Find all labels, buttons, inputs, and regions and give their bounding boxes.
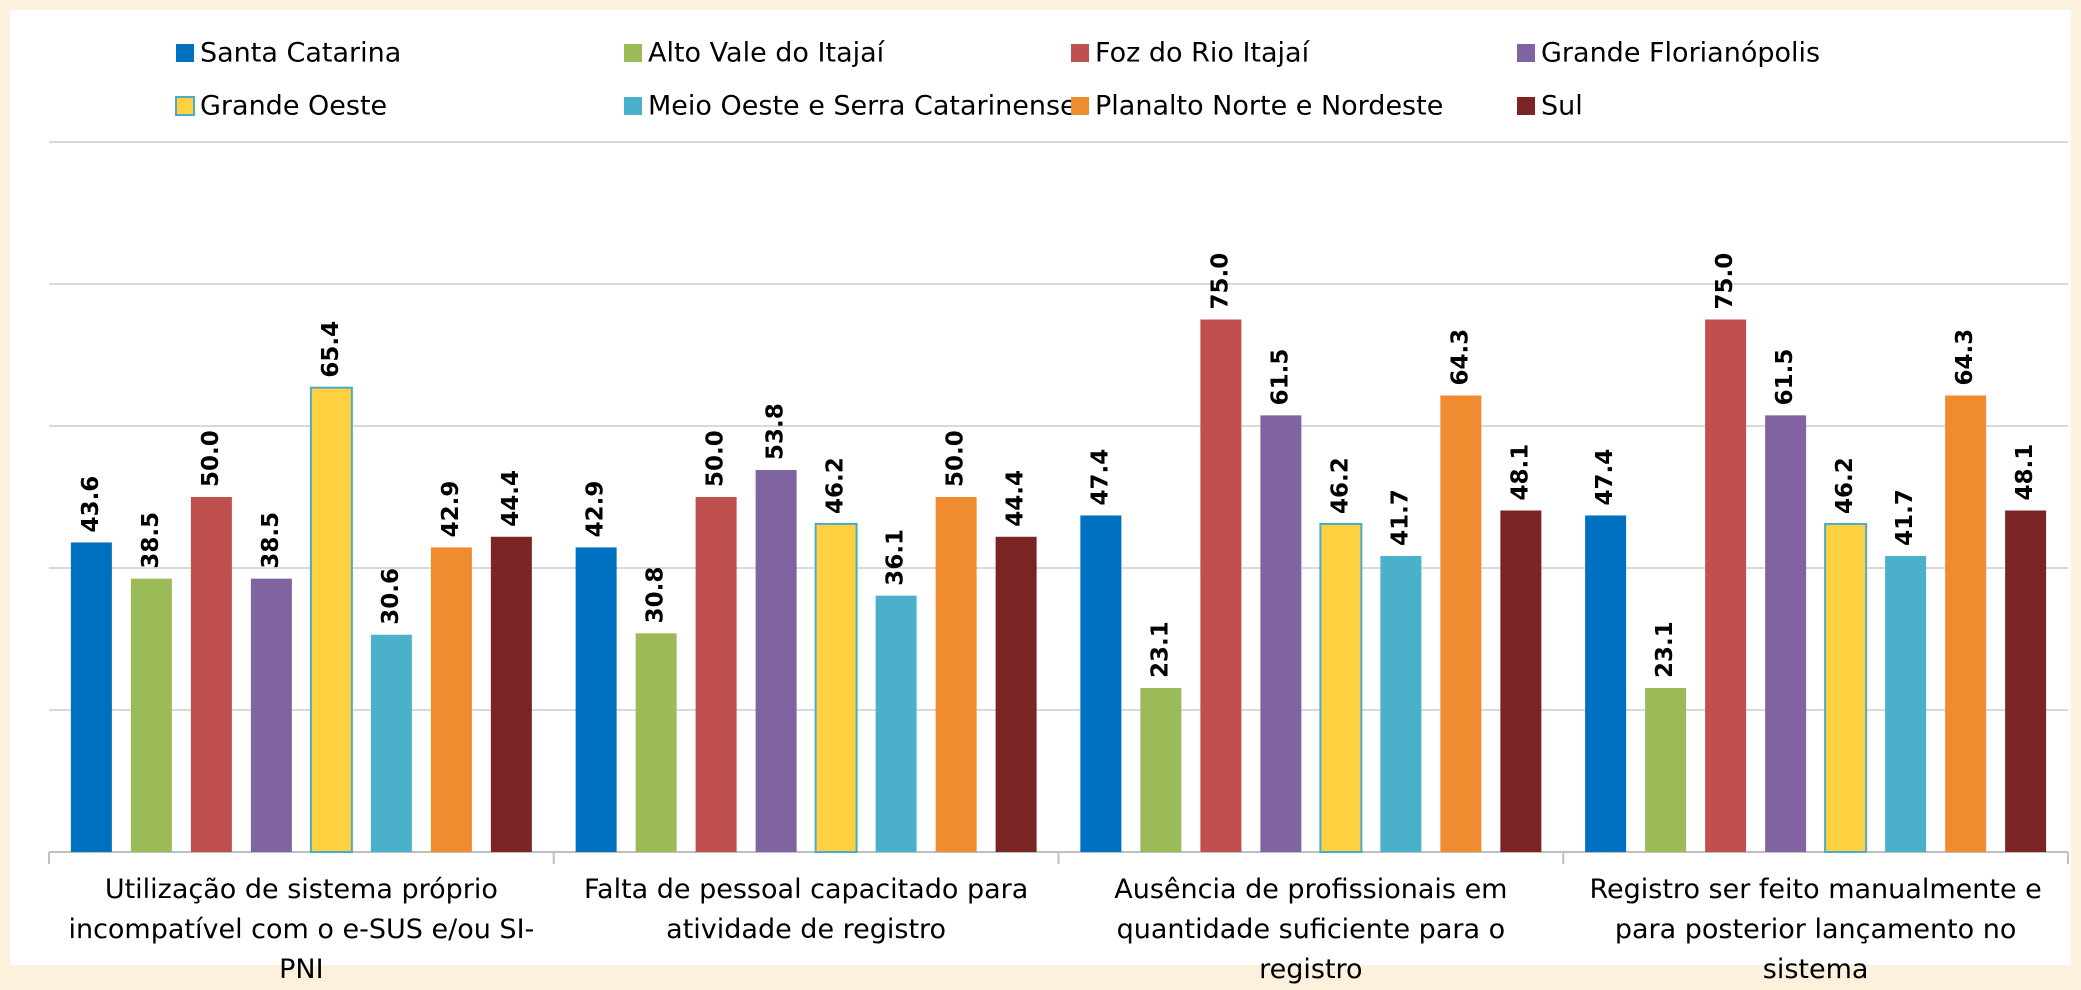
value-label: 46.2 bbox=[823, 457, 849, 514]
legend-label: Grande Oeste bbox=[200, 91, 387, 122]
x-tick-label: Falta de pessoal capacitado para ativida… bbox=[583, 874, 1029, 945]
value-label: 65.4 bbox=[318, 321, 344, 378]
value-label: 44.4 bbox=[1003, 470, 1029, 527]
bar bbox=[70, 542, 112, 852]
value-label: 50.0 bbox=[198, 430, 224, 487]
bar bbox=[1080, 515, 1122, 852]
x-tick-label: Utilização de sistema próprio incompatív… bbox=[68, 874, 535, 985]
bar bbox=[1945, 395, 1987, 852]
bar bbox=[695, 497, 737, 852]
chart: Santa Catarina Alto Vale do Itajaí Foz do … bbox=[48, 38, 2069, 864]
value-label: 48.1 bbox=[1507, 444, 1533, 501]
value-label: 64.3 bbox=[1447, 329, 1473, 386]
bar bbox=[1645, 687, 1687, 852]
value-label: 64.3 bbox=[1952, 329, 1978, 386]
bar bbox=[490, 536, 532, 852]
value-label: 30.6 bbox=[378, 568, 404, 625]
bar bbox=[430, 547, 472, 852]
bar bbox=[1705, 319, 1747, 852]
bar bbox=[1824, 522, 1868, 853]
legend-label: Santa Catarina bbox=[200, 38, 401, 69]
bar bbox=[1200, 319, 1242, 852]
bar bbox=[370, 634, 412, 852]
legend-swatch bbox=[1517, 44, 1535, 62]
value-label: 50.0 bbox=[703, 430, 729, 487]
value-label: 46.2 bbox=[1832, 457, 1858, 514]
legend-label: Meio Oeste e Serra Catarinense bbox=[648, 91, 1077, 122]
bar bbox=[1585, 515, 1627, 852]
value-label: 41.7 bbox=[1892, 489, 1918, 546]
value-label: 47.4 bbox=[1592, 449, 1618, 506]
bar bbox=[190, 497, 232, 852]
bar bbox=[755, 470, 797, 852]
value-label: 46.2 bbox=[1327, 457, 1353, 514]
bar bbox=[1885, 555, 1927, 852]
value-label: 50.0 bbox=[943, 430, 969, 487]
value-label: 61.5 bbox=[1772, 349, 1798, 406]
bar bbox=[250, 578, 292, 852]
legend-label: Foz do Rio Itajaí bbox=[1095, 38, 1311, 69]
value-label: 23.1 bbox=[1147, 621, 1173, 678]
legend-label: Grande Florianópolis bbox=[1541, 38, 1820, 69]
legend-swatch bbox=[1071, 44, 1089, 62]
bar bbox=[1319, 522, 1363, 853]
legend-swatch bbox=[1517, 97, 1535, 115]
bar bbox=[814, 522, 858, 853]
legend-swatch bbox=[1071, 97, 1089, 115]
value-label: 44.4 bbox=[498, 470, 524, 527]
bar bbox=[1500, 510, 1542, 852]
value-label: 43.6 bbox=[78, 476, 104, 533]
legend-swatch bbox=[176, 44, 194, 62]
bar bbox=[875, 595, 917, 852]
bar bbox=[1765, 415, 1807, 852]
bar bbox=[575, 547, 617, 852]
legend-swatch bbox=[624, 44, 642, 62]
legend-label: Sul bbox=[1541, 91, 1583, 122]
value-label: 42.9 bbox=[438, 481, 464, 538]
x-tick-label: Ausência de profissionais em quantidade … bbox=[1114, 874, 1508, 985]
value-label: 41.7 bbox=[1387, 489, 1413, 546]
bar bbox=[635, 633, 677, 852]
value-label: 23.1 bbox=[1652, 621, 1678, 678]
bar bbox=[995, 536, 1037, 852]
bar bbox=[130, 578, 172, 852]
value-label: 47.4 bbox=[1087, 449, 1113, 506]
value-label: 30.8 bbox=[643, 567, 669, 624]
bar bbox=[935, 497, 977, 852]
bar bbox=[2005, 510, 2047, 852]
value-label: 38.5 bbox=[258, 512, 284, 569]
x-tick-label: Registro ser feito manualmente e para po… bbox=[1589, 874, 2042, 985]
bar bbox=[309, 386, 353, 853]
legend-swatch bbox=[175, 96, 195, 116]
bar bbox=[1440, 395, 1482, 852]
legend-swatch bbox=[624, 97, 642, 115]
bar bbox=[1380, 555, 1422, 852]
legend-label: Planalto Norte e Nordeste bbox=[1095, 91, 1443, 122]
value-label: 38.5 bbox=[138, 512, 164, 569]
value-label: 61.5 bbox=[1267, 349, 1293, 406]
value-label: 75.0 bbox=[1712, 253, 1738, 310]
value-label: 36.1 bbox=[883, 529, 909, 586]
value-label: 48.1 bbox=[2012, 444, 2038, 501]
bar bbox=[1140, 687, 1182, 852]
value-label: 75.0 bbox=[1207, 253, 1233, 310]
legend-label: Alto Vale do Itajaí bbox=[648, 38, 886, 69]
value-label: 42.9 bbox=[583, 481, 609, 538]
value-label: 53.8 bbox=[763, 403, 789, 460]
bar bbox=[1260, 415, 1302, 852]
